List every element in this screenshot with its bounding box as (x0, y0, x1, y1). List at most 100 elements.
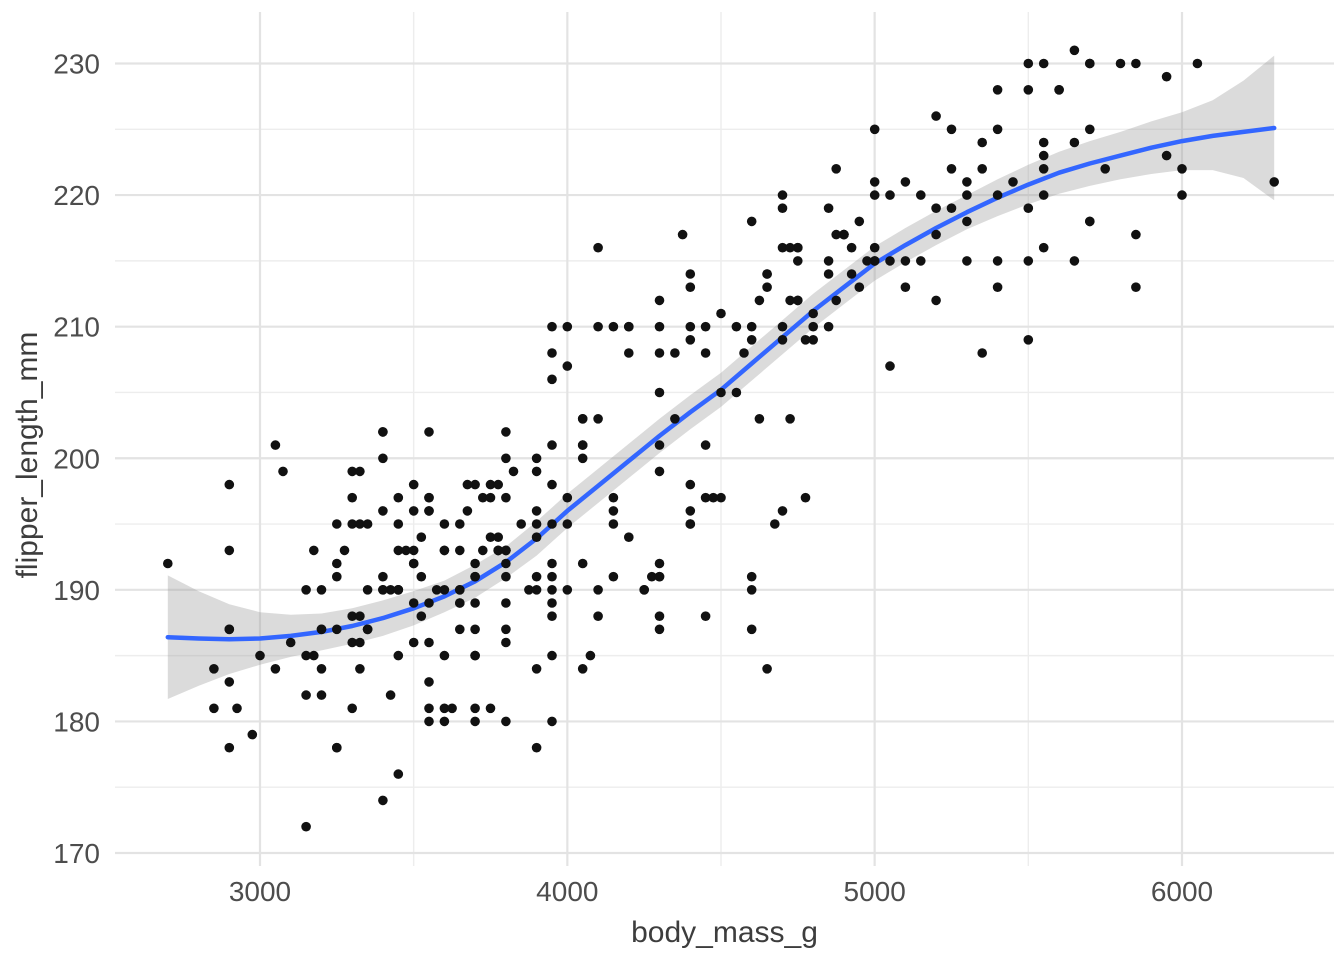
data-point (470, 624, 480, 635)
data-point (1131, 282, 1141, 293)
data-point (493, 479, 504, 490)
data-point (547, 440, 557, 450)
data-point (332, 558, 342, 569)
data-point (378, 506, 388, 516)
data-point (854, 282, 865, 293)
data-point (501, 598, 511, 608)
data-point (746, 321, 757, 332)
data-point (700, 348, 711, 358)
data-point (501, 492, 511, 503)
data-point (785, 414, 795, 424)
data-point (777, 203, 788, 213)
data-point (685, 335, 696, 345)
data-point (916, 256, 926, 266)
data-point (470, 598, 480, 608)
data-point (716, 308, 726, 319)
data-point (355, 519, 365, 529)
data-point (531, 519, 542, 529)
data-point (355, 466, 365, 477)
data-point (378, 427, 388, 437)
data-point (501, 571, 511, 582)
data-point (378, 795, 388, 806)
data-point (501, 558, 511, 569)
data-point (577, 440, 588, 450)
data-point (777, 335, 788, 345)
data-point (754, 295, 765, 306)
data-point (455, 598, 465, 608)
data-point (439, 650, 450, 661)
data-point (255, 650, 265, 661)
data-point (1177, 190, 1187, 200)
data-point (316, 690, 327, 700)
data-point (962, 256, 972, 266)
data-point (470, 571, 480, 582)
data-point (746, 571, 757, 582)
data-point (1100, 164, 1110, 174)
data-point (393, 585, 404, 595)
data-point (731, 321, 742, 332)
data-point (800, 492, 811, 503)
data-point (593, 585, 603, 595)
data-point (547, 519, 557, 529)
data-point (946, 164, 957, 174)
data-point (385, 690, 396, 700)
data-point (762, 664, 772, 674)
data-point (501, 545, 511, 556)
data-point (785, 295, 795, 306)
data-point (593, 611, 603, 621)
data-point (577, 558, 588, 569)
data-point (455, 545, 465, 556)
data-point (224, 479, 235, 490)
data-point (1161, 71, 1172, 82)
x-tick-label: 3000 (229, 876, 291, 907)
data-point (992, 256, 1003, 266)
data-point (332, 519, 342, 529)
data-point (408, 545, 419, 556)
data-point (654, 571, 665, 582)
data-point (562, 585, 573, 595)
data-point (900, 282, 911, 293)
data-point (746, 624, 757, 635)
data-point (378, 571, 388, 582)
data-point (531, 664, 542, 674)
data-point (962, 216, 972, 227)
data-point (362, 585, 373, 595)
data-point (501, 453, 511, 464)
data-point (393, 545, 404, 556)
data-point (531, 571, 542, 582)
data-point (654, 558, 665, 569)
x-tick-label: 4000 (536, 876, 598, 907)
data-point (624, 321, 634, 332)
data-point (347, 637, 358, 648)
data-point (777, 190, 788, 200)
data-point (654, 321, 665, 332)
data-point (462, 506, 473, 516)
data-point (209, 703, 219, 714)
data-point (285, 637, 296, 648)
data-point (408, 637, 419, 648)
data-point (431, 585, 442, 595)
data-point (677, 229, 688, 240)
data-point (577, 664, 588, 674)
data-point (800, 335, 811, 345)
data-point (962, 190, 972, 200)
data-point (762, 269, 772, 279)
data-point (916, 190, 926, 200)
data-point (977, 137, 987, 148)
data-point (309, 545, 319, 556)
data-point (1023, 203, 1034, 213)
data-point (885, 190, 895, 200)
data-point (854, 216, 865, 227)
data-point (1085, 216, 1095, 227)
data-point (547, 348, 557, 358)
data-point (493, 545, 504, 556)
data-point (385, 585, 396, 595)
data-point (401, 545, 411, 556)
data-point (531, 742, 542, 753)
data-point (547, 585, 557, 595)
data-point (654, 466, 665, 477)
data-point (793, 242, 803, 253)
data-point (485, 532, 496, 542)
data-point (447, 703, 457, 714)
